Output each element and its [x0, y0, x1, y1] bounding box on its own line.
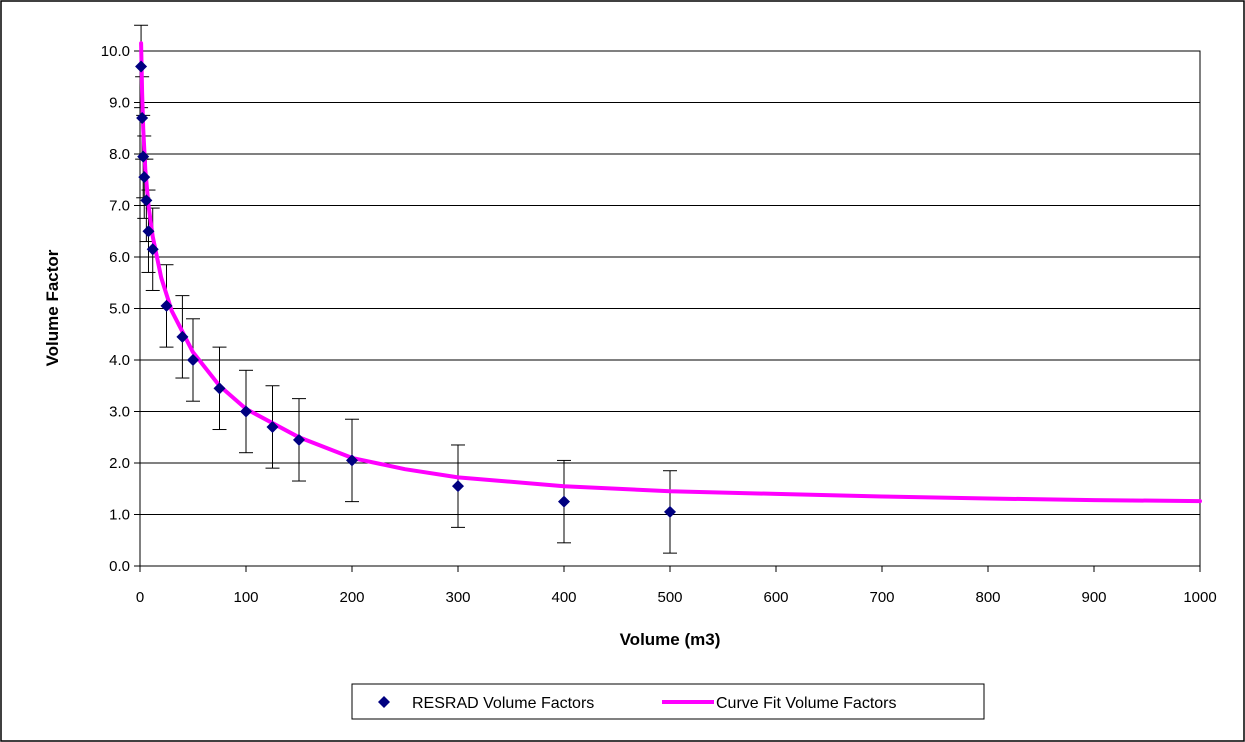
y-tick-label: 1.0: [109, 507, 130, 524]
x-axis: 0 100 200 300 400 500 600 700 800 900 1000: [136, 566, 1217, 606]
data-point: [137, 150, 150, 163]
x-tick-label: 800: [975, 589, 1000, 606]
resrad-series: [135, 60, 676, 518]
y-tick-label: 6.0: [109, 249, 130, 266]
x-tick-label: 1000: [1183, 589, 1216, 606]
x-tick-label: 900: [1081, 589, 1106, 606]
x-tick-label: 100: [233, 589, 258, 606]
x-tick-label: 400: [551, 589, 576, 606]
y-tick-label: 8.0: [109, 146, 130, 163]
data-point: [160, 299, 173, 312]
data-point: [240, 405, 252, 418]
legend-label-resrad: RESRAD Volume Factors: [412, 695, 594, 712]
data-point: [136, 111, 149, 124]
y-tick-label: 7.0: [109, 198, 130, 215]
x-tick-label: 200: [339, 589, 364, 606]
data-point: [346, 454, 358, 467]
data-point: [187, 354, 199, 366]
data-point: [142, 225, 155, 238]
y-tick-label: 2.0: [109, 455, 130, 472]
legend-diamond-marker: [378, 696, 390, 708]
y-axis: 0.0 1.0 2.0 3.0 4.0 5.0 6.0 7.0 8.0 9.0 10.0: [101, 43, 140, 575]
x-axis-title: Volume (m3): [620, 630, 721, 649]
y-tick-label: 4.0: [109, 352, 130, 369]
y-axis-title: Volume Factor: [43, 249, 62, 366]
data-point: [213, 382, 226, 395]
y-tick-label: 3.0: [109, 404, 130, 421]
x-tick-label: 700: [869, 589, 894, 606]
data-point: [293, 433, 305, 446]
data-point: [140, 194, 153, 207]
data-point: [176, 330, 189, 343]
y-tick-label: 0.0: [109, 558, 130, 575]
legend: RESRAD Volume Factors Curve Fit Volume F…: [351, 683, 985, 720]
data-point: [558, 495, 570, 508]
data-point: [452, 480, 464, 493]
x-tick-label: 500: [657, 589, 682, 606]
y-tick-label: 9.0: [109, 95, 130, 112]
data-point: [146, 243, 159, 256]
x-tick-label: 600: [763, 589, 788, 606]
data-point: [266, 420, 279, 433]
y-tick-label: 10.0: [101, 43, 130, 60]
data-point: [664, 505, 676, 518]
data-point: [135, 60, 148, 73]
x-tick-label: 300: [445, 589, 470, 606]
x-tick-label: 0: [136, 589, 144, 606]
data-point: [138, 171, 151, 184]
legend-label-curve-fit: Curve Fit Volume Factors: [716, 695, 897, 712]
y-tick-label: 5.0: [109, 301, 130, 318]
